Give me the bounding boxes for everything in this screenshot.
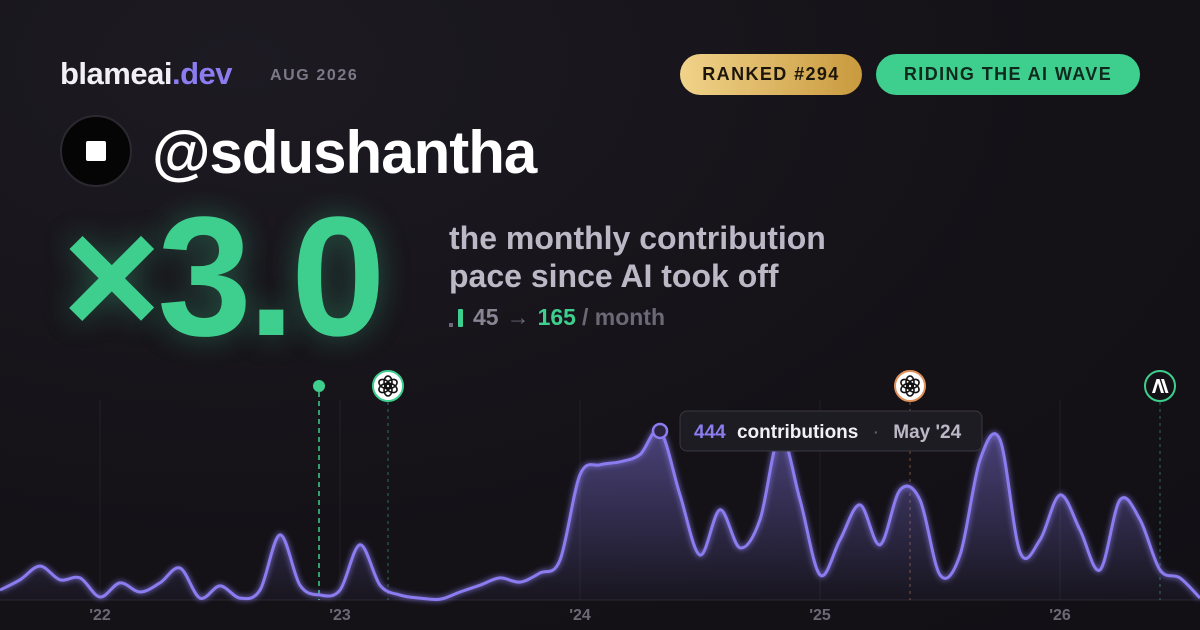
highlight-point: [651, 422, 669, 440]
rank-badge: RANKED #294: [680, 54, 862, 95]
pace-unit: / month: [581, 304, 666, 330]
tooltip-series: contributions: [737, 422, 858, 443]
tooltip-value: 444: [694, 422, 726, 443]
description: the monthly contribution: [449, 220, 826, 256]
openai-icon: [372, 370, 404, 402]
anthropic-icon: [1144, 370, 1176, 402]
pace-icon: [449, 307, 463, 327]
handle: @sdushantha: [152, 119, 537, 186]
x-tick-label: '24: [569, 607, 591, 624]
pace-after: 165: [537, 304, 576, 330]
line: [0, 428, 1200, 602]
event-markers: [313, 370, 1176, 600]
area: [0, 429, 1200, 600]
x-tick-label: '25: [809, 607, 831, 624]
tooltip-text: 444 contributions · May '24: [694, 422, 962, 443]
pace-before: 45: [473, 304, 499, 330]
pace-arrow: →: [506, 304, 530, 330]
description: pace since AI took off: [449, 258, 779, 294]
x-tick-label: '26: [1049, 607, 1071, 624]
tooltip-separator: ·: [873, 422, 879, 443]
x-tick-label: '22: [89, 607, 111, 624]
event-dot: [313, 380, 325, 392]
plot: [0, 422, 1200, 602]
brand-name: blameai: [60, 56, 172, 91]
openai-icon: [894, 370, 926, 402]
brand: blameai.dev: [60, 56, 232, 92]
avatar: [60, 115, 132, 187]
tooltip: 444 contributions · May '24: [679, 410, 983, 452]
date: AUG 2026: [270, 67, 359, 84]
x-tick-label: '23: [329, 607, 351, 624]
multiplier: ×3.0: [62, 182, 386, 372]
brand-suffix: .dev: [171, 56, 233, 91]
tooltip-date: May '24: [893, 422, 961, 443]
pace: 45 → 165/ month: [449, 304, 665, 331]
tooltip-box: [679, 410, 983, 452]
status-badge: RIDING THE AI WAVE: [876, 54, 1140, 95]
